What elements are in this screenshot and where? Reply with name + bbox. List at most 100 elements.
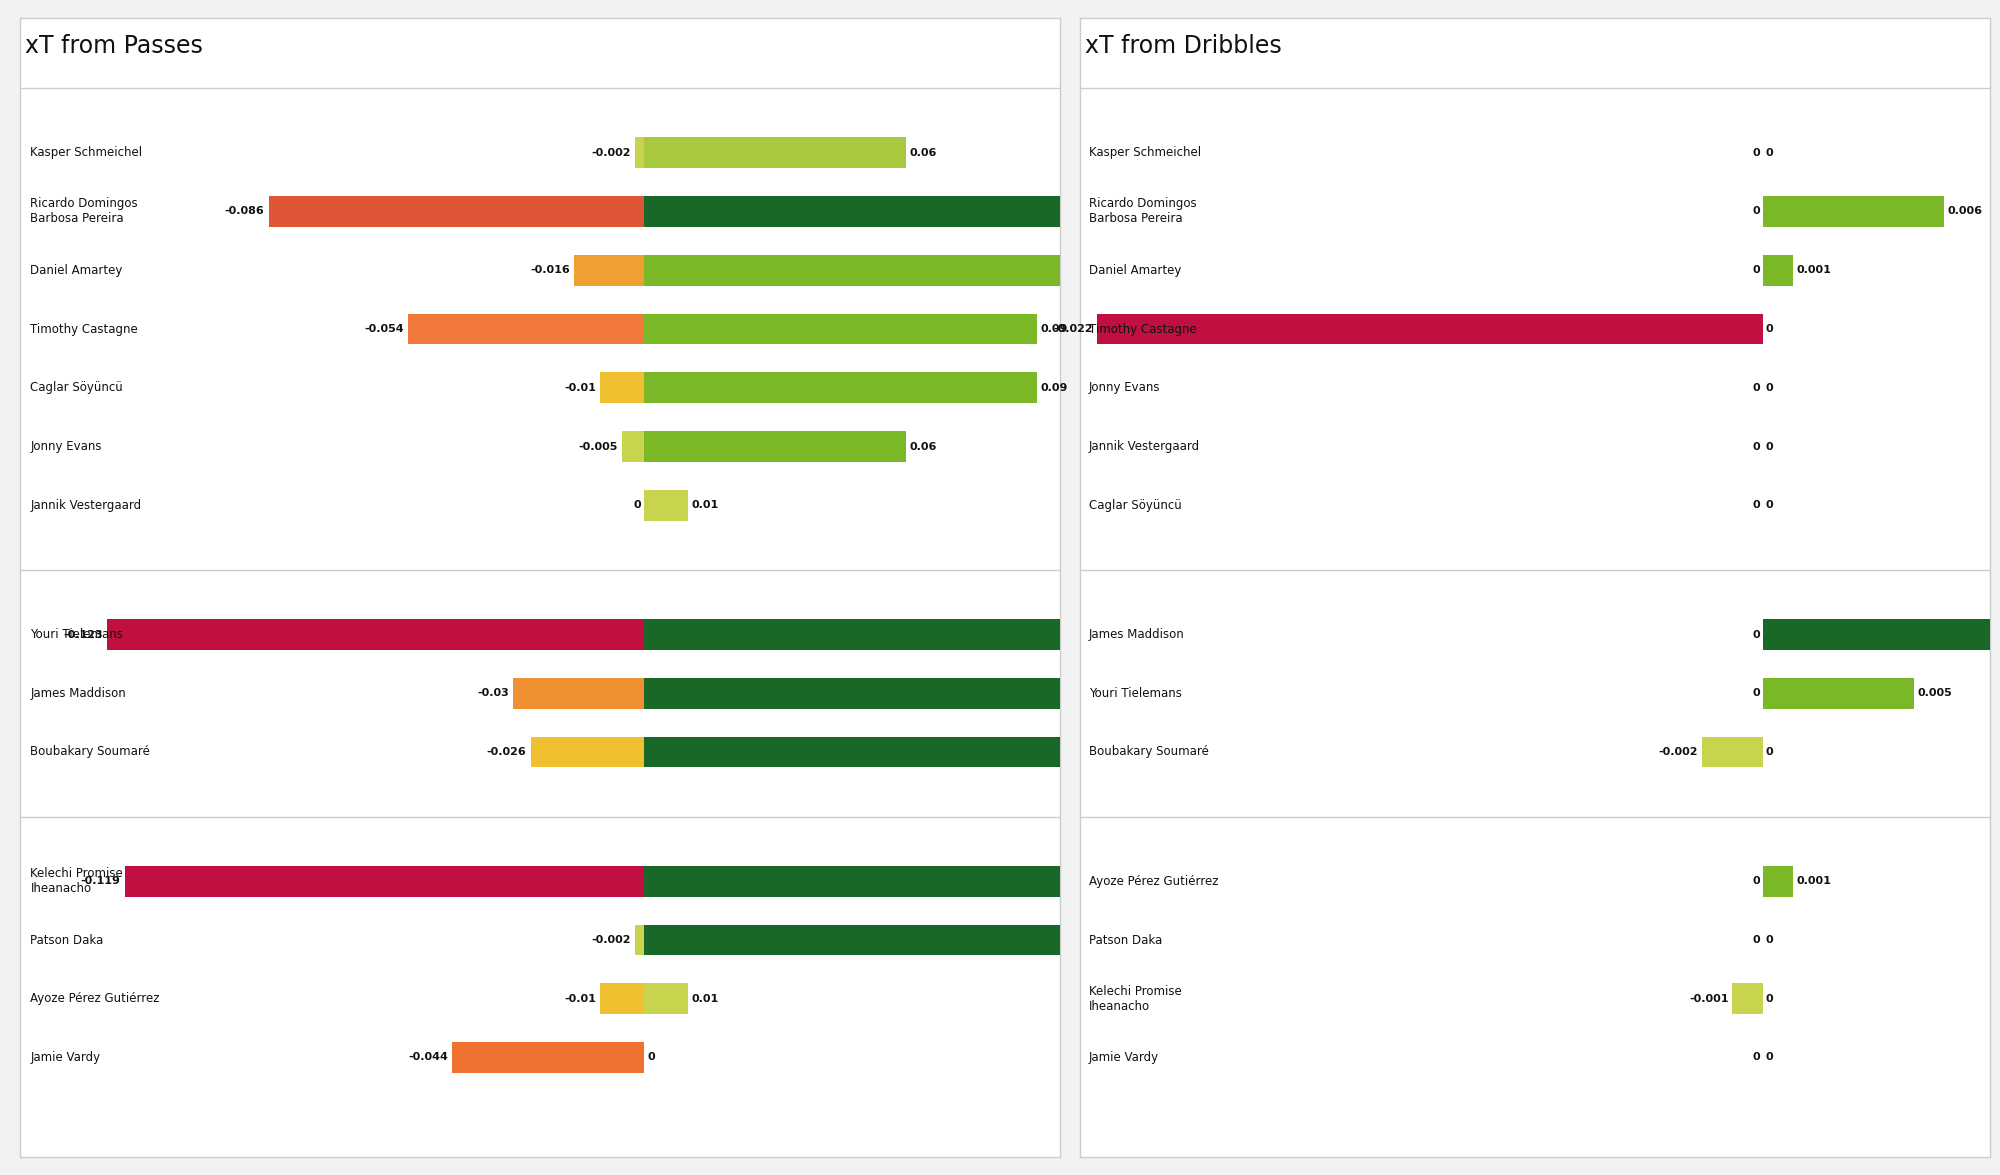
Text: 0.09: 0.09: [1040, 383, 1068, 392]
Text: 0.13: 0.13: [1216, 266, 1242, 275]
Text: Jannik Vestergaard: Jannik Vestergaard: [1090, 439, 1200, 454]
Text: -0.002: -0.002: [592, 148, 632, 157]
Text: 0: 0: [1752, 935, 1760, 945]
Bar: [644, 678, 1298, 709]
Text: 0.22: 0.22: [1608, 630, 1636, 639]
Text: James Maddison: James Maddison: [30, 686, 126, 700]
Text: 0.15: 0.15: [1302, 935, 1330, 945]
Bar: [636, 137, 644, 168]
Text: Boubakary Soumaré: Boubakary Soumaré: [30, 745, 150, 759]
Text: Jamie Vardy: Jamie Vardy: [30, 1050, 100, 1065]
Text: 0.21: 0.21: [1564, 877, 1592, 886]
Text: Caglar Söyüncü: Caglar Söyüncü: [1090, 498, 1182, 512]
Bar: [600, 983, 644, 1014]
Text: xT from Passes: xT from Passes: [26, 34, 204, 58]
Text: -0.005: -0.005: [578, 442, 618, 451]
Text: Kasper Schmeichel: Kasper Schmeichel: [1090, 146, 1202, 160]
Text: 0.01: 0.01: [692, 501, 720, 510]
Text: 0: 0: [1752, 148, 1760, 157]
Bar: [622, 431, 644, 462]
Text: Ayoze Pérez Gutiérrez: Ayoze Pérez Gutiérrez: [1090, 874, 1218, 888]
Text: -0.03: -0.03: [478, 689, 508, 698]
Bar: [514, 678, 644, 709]
Text: xT from Dribbles: xT from Dribbles: [1084, 34, 1282, 58]
Text: Jonny Evans: Jonny Evans: [1090, 381, 1160, 395]
Text: -0.086: -0.086: [224, 207, 264, 216]
Text: -0.01: -0.01: [564, 994, 596, 1003]
Text: 0: 0: [1766, 148, 1772, 157]
Text: Daniel Amartey: Daniel Amartey: [1090, 263, 1182, 277]
Text: 0: 0: [1752, 877, 1760, 886]
Bar: [1732, 983, 1762, 1014]
Text: -0.054: -0.054: [364, 324, 404, 334]
Text: 0: 0: [1766, 324, 1772, 334]
Text: -0.123: -0.123: [64, 630, 104, 639]
Bar: [644, 372, 1036, 403]
Text: James Maddison: James Maddison: [1090, 627, 1184, 642]
Text: Ricardo Domingos
Barbosa Pereira: Ricardo Domingos Barbosa Pereira: [1090, 197, 1196, 226]
Bar: [636, 925, 644, 955]
Text: Youri Tielemans: Youri Tielemans: [30, 627, 124, 642]
Text: 0: 0: [648, 1053, 654, 1062]
Text: Patson Daka: Patson Daka: [30, 933, 104, 947]
Text: Timothy Castagne: Timothy Castagne: [1090, 322, 1196, 336]
Bar: [644, 255, 1212, 286]
Bar: [644, 983, 688, 1014]
Text: 0.006: 0.006: [1948, 207, 1982, 216]
Bar: [1762, 678, 1914, 709]
Text: Ayoze Pérez Gutiérrez: Ayoze Pérez Gutiérrez: [30, 992, 160, 1006]
Text: 0: 0: [1766, 994, 1772, 1003]
Bar: [644, 314, 1036, 344]
Bar: [1762, 866, 1792, 897]
Text: -0.001: -0.001: [1690, 994, 1728, 1003]
Text: 0.21: 0.21: [1564, 207, 1592, 216]
Bar: [574, 255, 644, 286]
Text: 0.01: 0.01: [692, 994, 720, 1003]
Text: Kelechi Promise
Iheanacho: Kelechi Promise Iheanacho: [1090, 985, 1182, 1013]
Text: -0.044: -0.044: [408, 1053, 448, 1062]
Text: -0.026: -0.026: [486, 747, 526, 757]
Text: 0.15: 0.15: [1302, 689, 1330, 698]
Bar: [1096, 314, 1762, 344]
Bar: [530, 737, 644, 767]
Text: 0: 0: [1752, 266, 1760, 275]
Bar: [452, 1042, 644, 1073]
Text: Jamie Vardy: Jamie Vardy: [1090, 1050, 1160, 1065]
Text: -0.119: -0.119: [80, 877, 120, 886]
Text: -0.002: -0.002: [1658, 747, 1698, 757]
Text: 0.09: 0.09: [1040, 324, 1068, 334]
Text: 0: 0: [1766, 1053, 1772, 1062]
Bar: [644, 196, 1560, 227]
Text: 0: 0: [1752, 1053, 1760, 1062]
Text: 0.06: 0.06: [910, 442, 938, 451]
Bar: [644, 137, 906, 168]
Text: Kelechi Promise
Iheanacho: Kelechi Promise Iheanacho: [30, 867, 124, 895]
Text: 0: 0: [1752, 383, 1760, 392]
Text: Youri Tielemans: Youri Tielemans: [1090, 686, 1182, 700]
Text: Caglar Söyüncü: Caglar Söyüncü: [30, 381, 124, 395]
Bar: [644, 737, 1124, 767]
Text: 0.001: 0.001: [1796, 877, 1832, 886]
Text: Jonny Evans: Jonny Evans: [30, 439, 102, 454]
Text: -0.002: -0.002: [592, 935, 632, 945]
Text: 0: 0: [1752, 442, 1760, 451]
Text: 0: 0: [1752, 501, 1760, 510]
Text: 0: 0: [1752, 630, 1760, 639]
Text: -0.01: -0.01: [564, 383, 596, 392]
Text: Patson Daka: Patson Daka: [1090, 933, 1162, 947]
Bar: [268, 196, 644, 227]
Bar: [1702, 737, 1762, 767]
Text: 0.005: 0.005: [1918, 689, 1952, 698]
Bar: [408, 314, 644, 344]
Text: Ricardo Domingos
Barbosa Pereira: Ricardo Domingos Barbosa Pereira: [30, 197, 138, 226]
Text: 0: 0: [1766, 442, 1772, 451]
Text: -0.016: -0.016: [530, 266, 570, 275]
Text: Timothy Castagne: Timothy Castagne: [30, 322, 138, 336]
Bar: [124, 866, 644, 897]
Bar: [644, 431, 906, 462]
Text: -0.022: -0.022: [1054, 324, 1092, 334]
Bar: [1762, 619, 2000, 650]
Text: 0.06: 0.06: [910, 148, 938, 157]
Bar: [644, 925, 1298, 955]
Text: Jannik Vestergaard: Jannik Vestergaard: [30, 498, 142, 512]
